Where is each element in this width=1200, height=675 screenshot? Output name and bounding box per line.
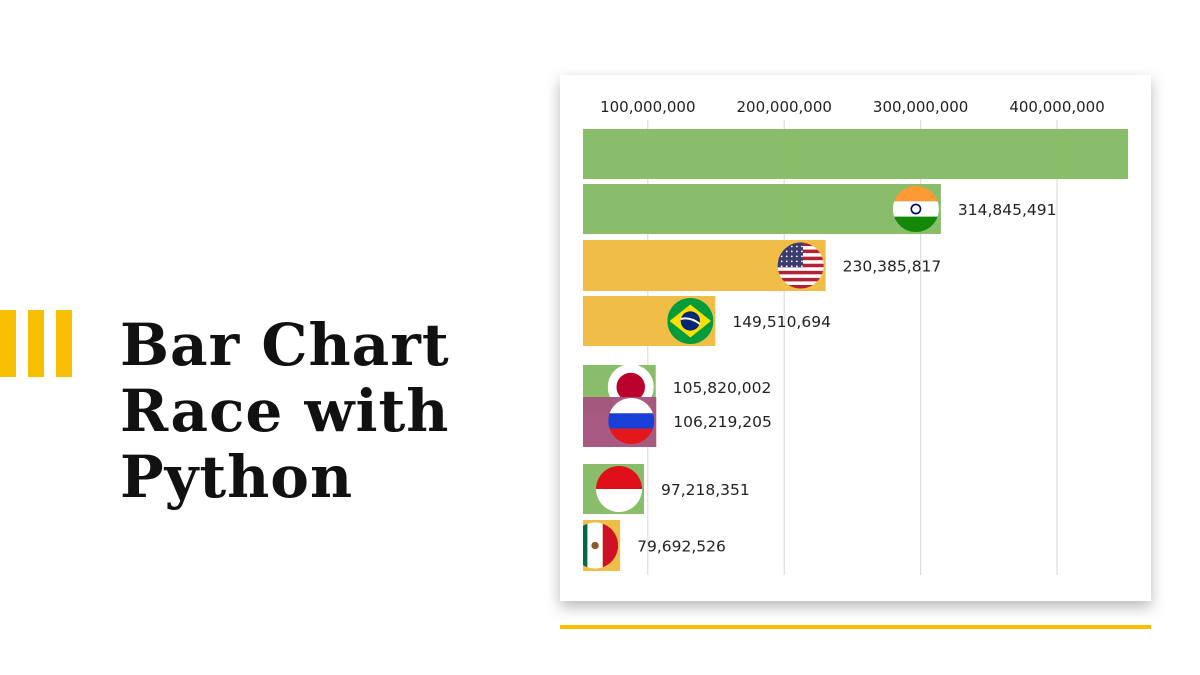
bar-chart: 100,000,000 200,000,000 300,000,000 400,000… [583, 98, 1128, 575]
value-label: 314,845,491 [958, 201, 1057, 219]
x-tick-label: 300,000,000 [873, 98, 968, 116]
value-label: 97,218,351 [661, 481, 750, 499]
value-label: 106,219,205 [673, 413, 772, 431]
india-flag-icon [892, 186, 939, 232]
value-label: 105,820,002 [673, 379, 772, 397]
x-tick-label: 100,000,000 [600, 98, 695, 116]
usa-flag-icon [777, 242, 824, 289]
russia-flag-icon [608, 398, 655, 444]
decorative-stripe-2 [28, 310, 44, 377]
page-title: Bar Chart Race with Python [120, 311, 450, 511]
x-tick-label: 400,000,000 [1009, 98, 1104, 116]
mexico-flag-icon [583, 522, 619, 569]
value-label: 79,692,526 [637, 538, 726, 556]
value-label: 149,510,694 [732, 313, 831, 331]
decorative-stripe-1 [0, 310, 16, 377]
indonesia-flag-icon [596, 466, 643, 512]
x-tick-label: 200,000,000 [737, 98, 832, 116]
bar [583, 129, 1128, 179]
decorative-stripe-3 [56, 310, 72, 377]
value-label: 230,385,817 [843, 258, 942, 276]
chart-card: 100,000,000 200,000,000 300,000,000 400,000… [560, 75, 1151, 601]
brazil-flag-icon [667, 298, 714, 344]
bar [583, 184, 941, 234]
accent-underline [560, 625, 1151, 629]
